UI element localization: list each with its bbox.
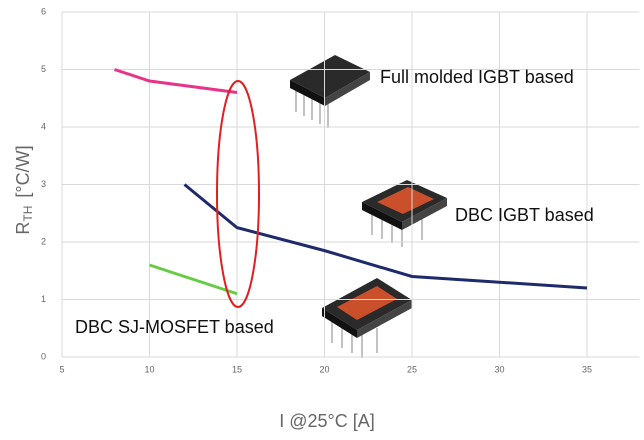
chip-icon-molded [290,55,370,128]
x-tick-label: 20 [319,364,329,374]
y-label-main: R [13,222,33,235]
chip-icon-dbc-igbt [362,180,447,247]
y-tick-label: 5 [41,64,46,74]
y-tick-label: 2 [41,236,46,246]
y-tick-label: 3 [41,179,46,189]
y-label-sub: TH [21,206,35,222]
series-label: Full molded IGBT based [380,67,574,87]
series-label: DBC IGBT based [455,205,594,225]
series-line [115,70,238,93]
y-tick-label: 0 [41,351,46,361]
y-tick-label: 4 [41,121,46,131]
x-tick-label: 25 [407,364,417,374]
x-tick-label: 35 [582,364,592,374]
chart: I @25°C [A] RTH [°C/W] 0 1 2 3 4 5 6 5 10 15 20 25 30… [0,0,644,440]
x-axis-label: I @25°C [A] [279,411,375,431]
y-label-unit: [°C/W] [13,145,33,197]
x-tick-label: 15 [232,364,242,374]
highlight-ellipse [217,81,259,307]
y-tick-label: 1 [41,294,46,304]
x-tick-label: 30 [494,364,504,374]
y-axis-label-text: RTH [°C/W] [13,145,35,234]
x-tick-label: 10 [144,364,154,374]
y-tick-label: 6 [41,6,46,16]
y-axis-label: RTH [°C/W] [13,145,35,234]
x-tick-label: 5 [59,364,64,374]
series-label: DBC SJ-MOSFET based [75,317,274,337]
page: {"chart_data": {"type": "line", "x_label… [0,0,644,440]
chip-icon-dbc-mosfet [322,278,412,358]
